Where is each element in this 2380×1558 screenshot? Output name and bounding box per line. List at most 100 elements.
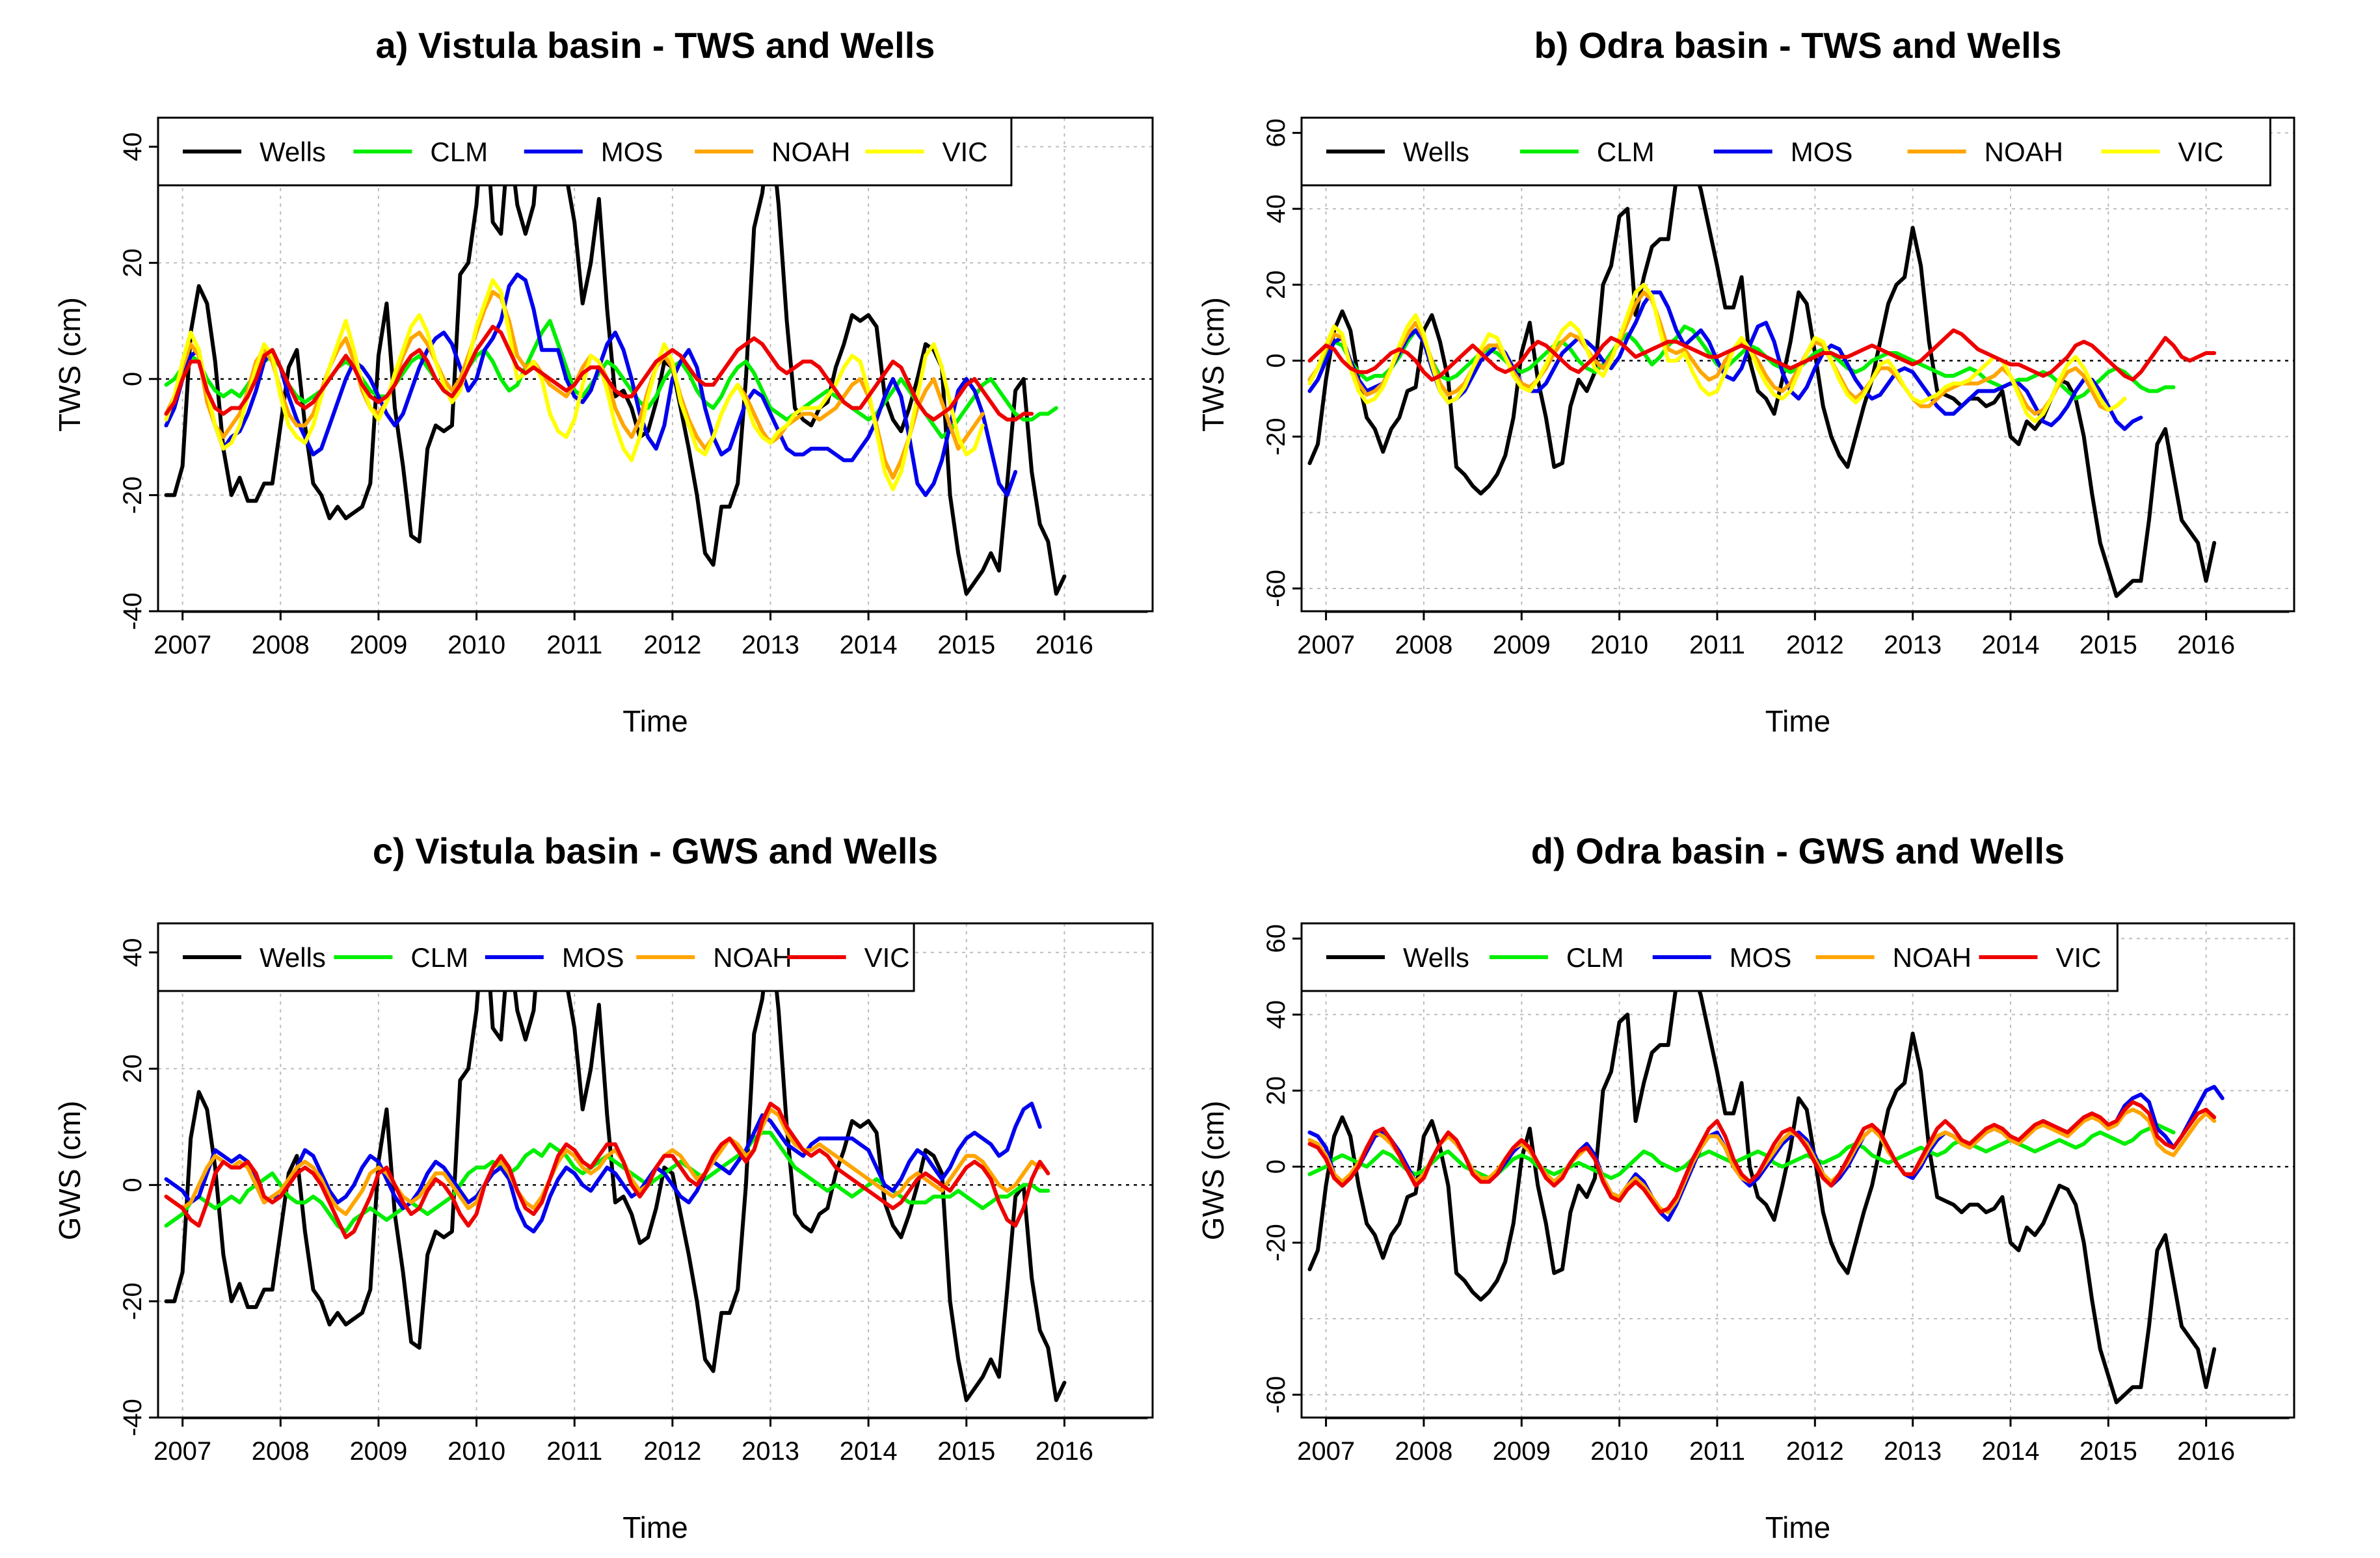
y-tick-label: 60 [1262,118,1290,148]
series-group [164,118,1067,596]
y-tick-label: -20 [118,477,147,514]
chart-panel-a: a) Vistula basin - TWS and Wells 2007 2008… [53,25,1154,738]
x-tick-label: 2009 [349,1437,407,1466]
y-tick-label: -40 [118,592,147,630]
x-tick-label: 2007 [1297,1437,1355,1466]
x-tick-label: 2007 [154,631,211,659]
series-line-noah [1307,290,2127,416]
x-tick-label: 2009 [1493,631,1551,659]
legend-label-wells: Wells [1403,137,1469,167]
legend-label-wells: Wells [260,137,326,167]
series-line-clm [164,319,1058,440]
x-tick-label: 2013 [742,631,799,659]
x-axis-label: Time [622,1511,688,1544]
series-line-mos [164,1102,1042,1234]
x-tick-label: 2014 [1982,1437,2040,1466]
x-tick-label: 2014 [840,631,898,659]
x-tick-label: 2007 [1297,631,1355,659]
y-tick-label: -60 [1262,1376,1290,1414]
legend-label-vic: VIC [2055,942,2101,973]
y-tick-label: 20 [118,248,147,278]
legend-label-clm: CLM [1566,942,1624,973]
x-tick-label: 2012 [643,1437,701,1466]
y-tick-label: 60 [1262,924,1290,953]
x-tick-label: 2016 [2177,631,2235,659]
legend-label-vic: VIC [943,137,988,167]
legend-label-vic: VIC [864,942,910,973]
x-tick-label: 2008 [1395,631,1452,659]
y-tick-label: 20 [1262,271,1290,300]
series-line-clm [1307,324,2176,401]
legend-label-mos: MOS [1791,137,1853,167]
series-line-noah [164,1107,1042,1217]
x-axis-label: Time [622,704,688,738]
series-line-wells [164,118,1067,596]
x-tick-label: 2012 [1786,1437,1844,1466]
legend-label-wells: Wells [1403,942,1469,973]
y-tick-label: -20 [1262,1224,1290,1261]
x-tick-label: 2008 [252,631,310,659]
series-line-wells [1307,150,2217,598]
y-tick-label: -20 [118,1282,147,1320]
legend-label-mos: MOS [1730,942,1792,973]
series-group [164,923,1067,1403]
series-line-vic [164,1102,1050,1239]
x-tick-label: 2008 [252,1437,310,1466]
x-tick-label: 2010 [1590,631,1648,659]
legend-label-mos: MOS [562,942,624,973]
x-tick-label: 2016 [1036,631,1093,659]
y-tick-label: 40 [1262,194,1290,224]
legend-label-noah: NOAH [713,942,792,973]
x-tick-label: 2011 [1689,1437,1745,1466]
y-tick-label: -40 [118,1399,147,1436]
series-line-mos [164,272,1018,497]
y-axis-label: GWS (cm) [1196,1101,1230,1241]
y-tick-label: 0 [1262,1159,1290,1174]
series-line-vic-red [164,324,1034,422]
x-tick-label: 2012 [1786,631,1844,659]
y-tick-label: 20 [118,1054,147,1083]
chart-title: d) Odra basin - GWS and Wells [1531,830,2065,871]
legend-label-clm: CLM [1597,137,1655,167]
y-tick-label: 40 [118,938,147,967]
chart-panel-c: c) Vistula basin - GWS and Wells 2007 2008… [53,830,1154,1544]
y-tick-label: 20 [1262,1076,1290,1105]
x-tick-label: 2007 [154,1437,211,1466]
y-tick-label: 0 [1262,354,1290,368]
legend-label-noah: NOAH [1893,942,1972,973]
legend-label-clm: CLM [410,942,468,973]
y-tick-label: -20 [1262,418,1290,456]
legend-label-wells: Wells [260,942,326,973]
y-axis-label: TWS (cm) [53,297,87,432]
x-tick-label: 2015 [2079,1437,2137,1466]
series-line-vic [164,278,985,492]
chart-title: a) Vistula basin - TWS and Wells [376,25,935,66]
x-tick-label: 2014 [840,1437,898,1466]
x-tick-label: 2015 [937,631,995,659]
x-tick-label: 2010 [1590,1437,1648,1466]
x-tick-label: 2009 [349,631,407,659]
y-tick-label: 40 [1262,1000,1290,1029]
x-tick-label: 2009 [1493,1437,1551,1466]
legend-label-vic: VIC [2178,137,2224,167]
chart-title: b) Odra basin - TWS and Wells [1534,25,2061,66]
y-axis-label: TWS (cm) [1196,297,1230,432]
x-axis-label: Time [1765,704,1831,738]
series-line-clm [1307,1122,2176,1180]
legend-label-mos: MOS [601,137,663,167]
y-axis-label: GWS (cm) [53,1101,87,1241]
legend-label-noah: NOAH [1985,137,2063,167]
y-tick-label: -60 [1262,570,1290,607]
x-tick-label: 2008 [1395,1437,1452,1466]
chart-title: c) Vistula basin - GWS and Wells [373,830,938,871]
series-group [1307,150,2217,598]
series-line-wells [1307,955,2217,1405]
x-tick-label: 2016 [1036,1437,1093,1466]
legend-label-noah: NOAH [771,137,850,167]
x-tick-label: 2015 [2079,631,2137,659]
y-tick-label: 0 [118,1178,147,1192]
x-tick-label: 2011 [546,631,602,659]
